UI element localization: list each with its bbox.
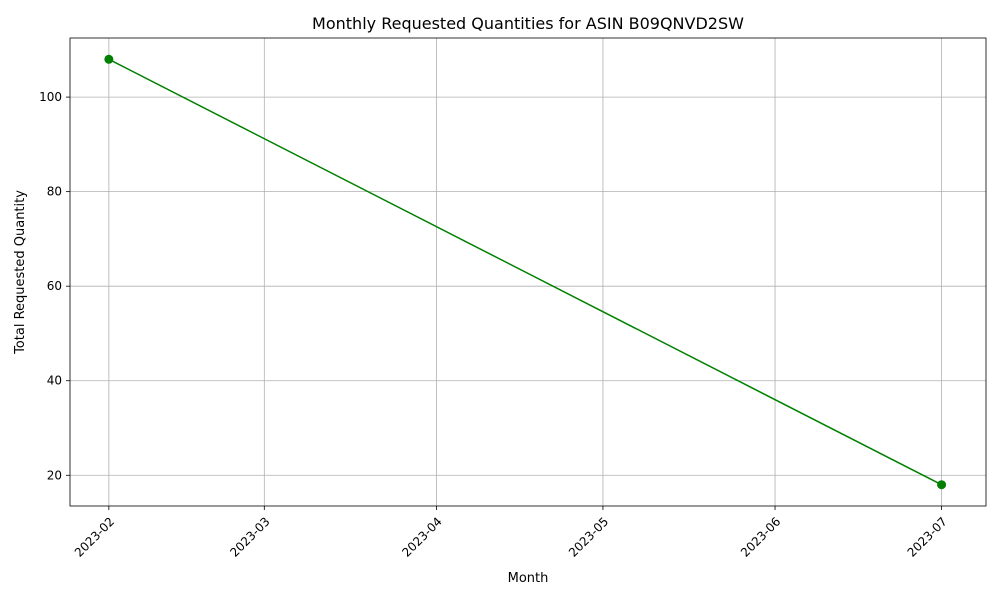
y-tick-label: 60 [47,279,62,293]
x-tick-label: 2023-07 [905,514,950,559]
x-tick-label: 2023-04 [399,514,444,559]
axes-frame [69,37,987,507]
series-line [108,58,942,486]
x-tick-label: 2023-05 [566,514,611,559]
x-tick-label: 2023-03 [227,514,272,559]
data-point [937,480,947,490]
tick-layer: 2023-02 2023-03 2023-04 2023-05 2023-06 2023-… [39,90,950,560]
plot-frame [69,37,987,507]
data-point [104,54,114,64]
x-axis-label: Month [508,571,549,586]
chart-title: Monthly Requested Quantities for ASIN B0… [312,14,744,33]
y-axis-label: Total Requested Quantity [13,190,28,355]
y-tick-label: 40 [47,374,62,388]
y-tick-label: 20 [47,468,62,482]
y-tick-label: 100 [39,90,62,104]
grid-layer [70,38,986,506]
x-tick-label: 2023-02 [72,514,117,559]
series-layer [104,54,947,490]
y-tick-label: 80 [47,185,62,199]
x-tick-label: 2023-06 [738,514,783,559]
